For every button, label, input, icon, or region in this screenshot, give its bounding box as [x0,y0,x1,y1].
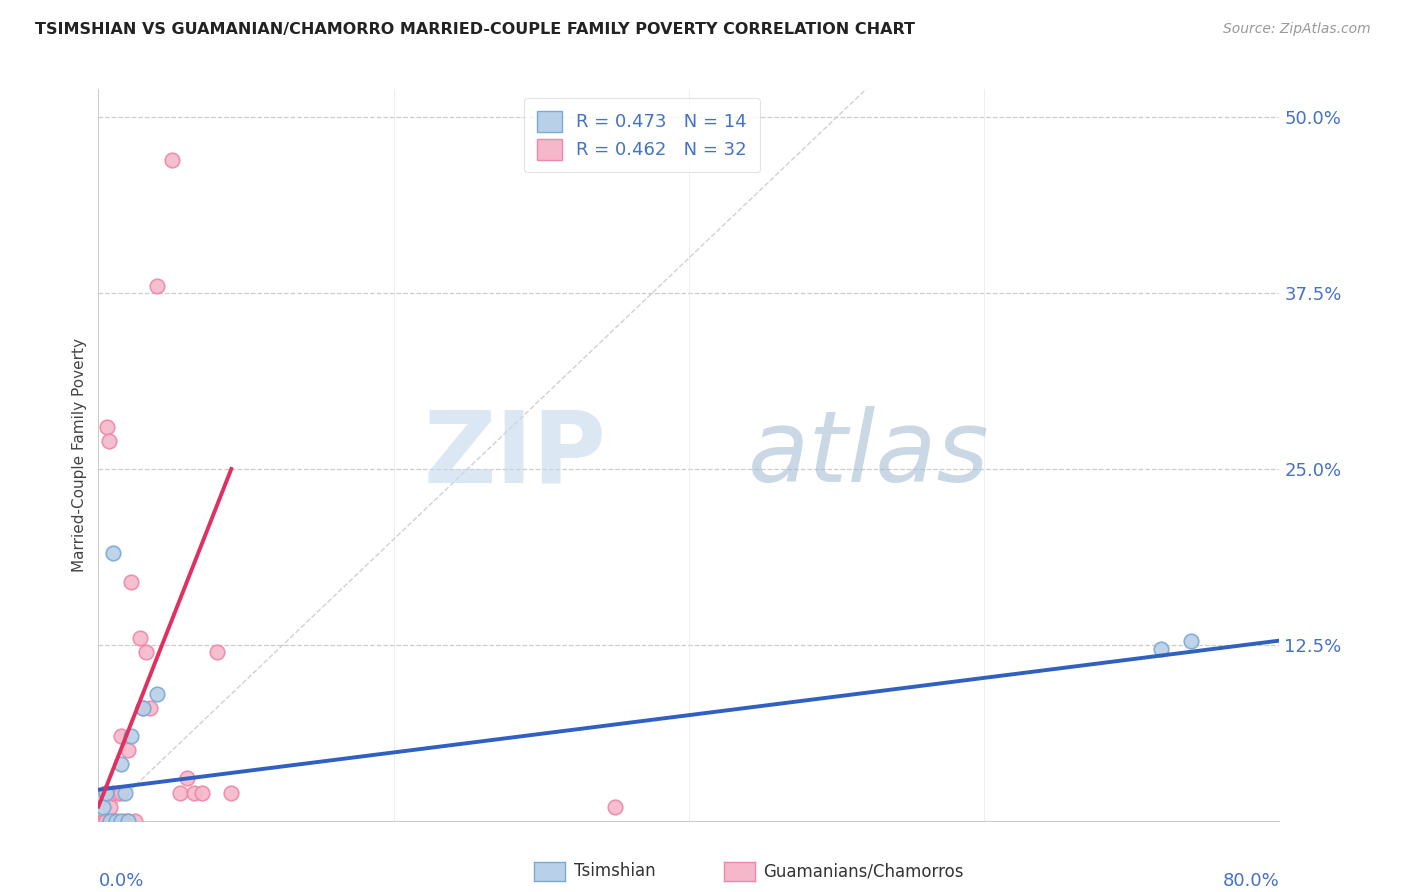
Text: Guamanians/Chamorros: Guamanians/Chamorros [763,863,965,880]
Point [135,645,157,659]
Point [98,814,121,828]
Point [96,419,118,434]
Point [103,785,125,799]
Point [146,279,169,293]
Point [91,814,114,828]
Point [105,814,128,828]
Point [219,785,242,799]
Point [110,785,132,799]
Point [120,574,142,589]
Point [1150,642,1173,657]
Text: 80.0%: 80.0% [1223,871,1279,890]
Point [98,799,121,814]
Point [97,434,120,448]
Legend: R = 0.473   N = 14, R = 0.462   N = 32: R = 0.473 N = 14, R = 0.462 N = 32 [524,98,759,172]
Point [128,631,150,645]
Point [110,729,132,743]
Text: 0.0%: 0.0% [98,871,143,890]
Point [117,814,139,828]
Point [124,814,146,828]
Text: Source: ZipAtlas.com: Source: ZipAtlas.com [1223,22,1371,37]
Point [110,814,132,828]
Y-axis label: Married-Couple Family Poverty: Married-Couple Family Poverty [72,338,87,572]
Text: TSIMSHIAN VS GUAMANIAN/CHAMORRO MARRIED-COUPLE FAMILY POVERTY CORRELATION CHART: TSIMSHIAN VS GUAMANIAN/CHAMORRO MARRIED-… [35,22,915,37]
Point [114,785,136,799]
Point [132,701,155,715]
Text: ZIP: ZIP [423,407,606,503]
Point [183,785,205,799]
Point [191,785,214,799]
Point [120,729,142,743]
Point [103,814,125,828]
Point [107,785,129,799]
Point [605,799,627,814]
Point [139,701,162,715]
Point [91,799,114,814]
Point [205,645,228,659]
Point [110,757,132,772]
Point [105,814,128,828]
Point [98,814,121,828]
Text: Tsimshian: Tsimshian [574,863,655,880]
Point [176,772,198,786]
Text: atlas: atlas [748,407,990,503]
Point [117,814,139,828]
Point [117,743,139,757]
Point [93,814,115,828]
Point [94,814,117,828]
Point [114,814,136,828]
Point [103,546,125,560]
Point [132,701,155,715]
Point [169,785,191,799]
Point [162,153,183,167]
Point [146,687,169,701]
Point [1180,633,1202,648]
Point [94,785,117,799]
Point [94,785,117,799]
